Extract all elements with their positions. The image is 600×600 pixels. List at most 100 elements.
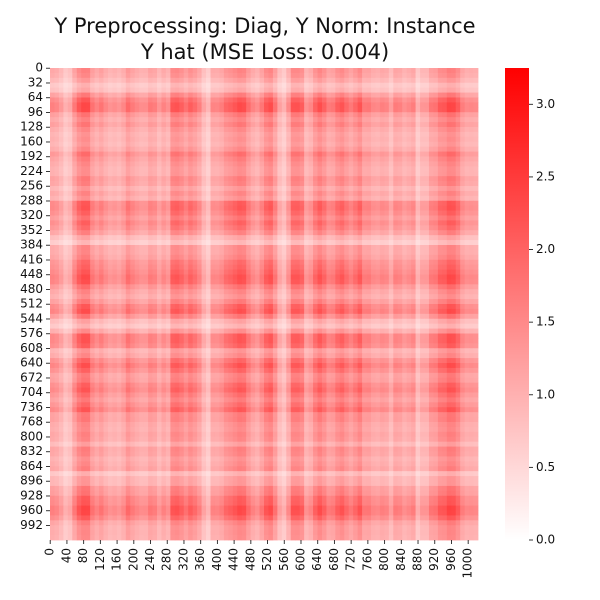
heatmap-cell	[442, 181, 448, 187]
heatmap-cell	[107, 171, 113, 177]
heatmap-cell	[379, 220, 385, 226]
heatmap-cell	[206, 259, 211, 266]
heatmap-cell	[58, 141, 64, 148]
heatmap-cell	[451, 200, 457, 207]
heatmap-cell	[335, 220, 341, 226]
heatmap-cell	[72, 181, 78, 187]
heatmap-cell	[277, 151, 283, 157]
heatmap-cell	[371, 313, 376, 320]
heatmap-cell	[330, 77, 336, 84]
heatmap-cell	[130, 235, 136, 241]
heatmap-cell	[72, 117, 78, 123]
heatmap-cell	[446, 279, 452, 285]
heatmap-cell	[81, 131, 87, 138]
heatmap-cell	[353, 205, 359, 211]
heatmap-cell	[353, 308, 359, 315]
heatmap-cell	[371, 82, 376, 89]
heatmap-cell	[192, 299, 198, 305]
heatmap-cell	[161, 254, 167, 261]
heatmap-cell	[170, 294, 176, 300]
heatmap-cell	[157, 304, 162, 310]
heatmap-cell	[460, 274, 466, 280]
heatmap-cell	[250, 190, 256, 197]
heatmap-cell	[174, 141, 180, 148]
heatmap-cell	[326, 264, 332, 270]
heatmap-cell	[428, 195, 434, 202]
heatmap-cell	[72, 299, 78, 305]
heatmap-cell	[107, 151, 113, 157]
heatmap-cell	[54, 136, 60, 143]
heatmap-cell	[366, 308, 372, 315]
heatmap-cell	[201, 318, 207, 325]
heatmap-cell	[335, 181, 341, 187]
heatmap-cell	[371, 279, 376, 285]
heatmap-cell	[473, 171, 479, 177]
heatmap-cell	[255, 77, 260, 84]
heatmap-cell	[67, 92, 73, 98]
heatmap-cell	[344, 259, 350, 266]
heatmap-cell	[130, 249, 136, 256]
heatmap-cell	[424, 151, 430, 157]
heatmap-cell	[81, 225, 87, 231]
heatmap-cell	[179, 235, 185, 241]
heatmap-cell	[451, 230, 457, 236]
heatmap-cell	[241, 240, 247, 246]
heatmap-cell	[179, 205, 185, 211]
heatmap-cell	[460, 279, 466, 285]
heatmap-cell	[94, 284, 100, 290]
heatmap-cell	[72, 141, 78, 148]
heatmap-cell	[446, 264, 452, 270]
heatmap-cell	[344, 205, 350, 211]
heatmap-cell	[125, 92, 131, 98]
heatmap-cell	[451, 156, 457, 162]
heatmap-cell	[464, 92, 470, 98]
heatmap-cell	[116, 235, 122, 241]
heatmap-cell	[397, 68, 403, 74]
heatmap-cell	[72, 186, 78, 192]
heatmap-cell	[188, 176, 194, 182]
heatmap-cell	[81, 68, 87, 74]
heatmap-cell	[192, 230, 198, 236]
heatmap-cell	[415, 215, 421, 221]
heatmap-cell	[152, 245, 158, 251]
heatmap-cell	[415, 249, 421, 256]
heatmap-cell	[281, 294, 287, 300]
heatmap-cell	[326, 308, 332, 315]
heatmap-cell	[134, 97, 140, 103]
heatmap-cell	[188, 240, 194, 246]
heatmap-cell	[81, 87, 87, 93]
heatmap-cell	[348, 220, 354, 226]
heatmap-cell	[313, 141, 318, 148]
heatmap-cell	[335, 304, 341, 310]
heatmap-cell	[179, 161, 185, 167]
heatmap-cell	[308, 313, 314, 320]
heatmap-cell	[255, 107, 260, 113]
heatmap-cell	[313, 294, 318, 300]
heatmap-cell	[264, 274, 269, 280]
heatmap-cell	[469, 205, 474, 211]
heatmap-cell	[375, 87, 381, 93]
heatmap-cell	[170, 259, 176, 266]
heatmap-cell	[63, 240, 69, 246]
heatmap-cell	[321, 308, 327, 315]
heatmap-cell	[451, 166, 457, 172]
heatmap-cell	[161, 284, 167, 290]
heatmap-cell	[103, 122, 109, 128]
heatmap-cell	[411, 77, 416, 84]
heatmap-cell	[143, 117, 149, 123]
heatmap-cell	[304, 240, 309, 246]
heatmap-cell	[103, 235, 109, 241]
heatmap-cell	[460, 215, 466, 221]
heatmap-cell	[237, 72, 243, 79]
heatmap-cell	[411, 186, 416, 192]
heatmap-cell	[473, 77, 479, 84]
heatmap-cell	[428, 107, 434, 113]
heatmap-cell	[232, 107, 238, 113]
heatmap-cell	[348, 279, 354, 285]
heatmap-cell	[353, 299, 359, 305]
heatmap-cell	[451, 117, 457, 123]
heatmap-cell	[371, 245, 376, 251]
heatmap-cell	[326, 190, 332, 197]
heatmap-cell	[455, 245, 461, 251]
heatmap-cell	[85, 161, 91, 167]
